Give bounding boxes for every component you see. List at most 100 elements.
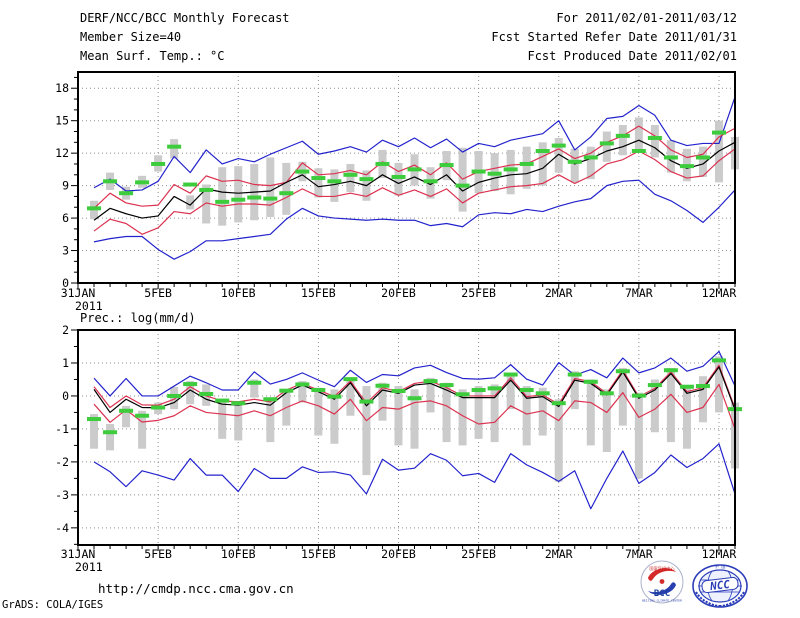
daily-observation-dash — [519, 388, 534, 393]
x-tick-label: 2MAR — [545, 286, 573, 300]
daily-range-bar — [490, 384, 499, 443]
y-tick-label: 9 — [62, 179, 69, 193]
daily-range-bar — [394, 162, 403, 196]
daily-range-bar — [186, 195, 195, 210]
daily-observation-dash — [503, 372, 518, 377]
chart-frame — [77, 329, 736, 546]
daily-observation-dash — [279, 388, 294, 393]
x-tick-label: 25FEB — [461, 547, 496, 561]
bcc-logo-label: BCC — [654, 589, 670, 599]
daily-range-bar — [602, 131, 611, 162]
daily-observation-dash — [151, 161, 166, 166]
daily-observation-dash — [663, 155, 678, 160]
daily-observation-dash — [599, 141, 614, 146]
daily-range-bar — [602, 389, 611, 453]
daily-range-bar — [634, 392, 643, 479]
daily-observation-dash — [135, 413, 150, 418]
daily-observation-dash — [199, 187, 214, 192]
daily-range-bar — [298, 381, 307, 403]
daily-observation-dash — [663, 368, 678, 373]
daily-range-bar — [138, 410, 147, 449]
daily-observation-dash — [615, 133, 630, 138]
daily-observation-dash — [215, 199, 230, 204]
daily-observation-dash — [407, 167, 422, 172]
daily-observation-dash — [695, 384, 710, 389]
daily-observation-dash — [183, 382, 198, 387]
daily-observation-dash — [343, 172, 358, 177]
bcc-logo: 国家气候中心 BCC BEIJING CLIMATE CENTER — [640, 560, 684, 604]
spread-lower — [93, 148, 736, 235]
daily-observation-dash — [343, 377, 358, 382]
x-tick-label: 20FEB — [381, 547, 416, 561]
ncc-logo: NCC 中 国 — [692, 563, 748, 608]
daily-range-bar — [650, 379, 659, 433]
daily-observation-dash — [583, 155, 598, 160]
daily-observation-dash — [295, 169, 310, 174]
daily-observation-dash — [119, 191, 134, 196]
daily-observation-dash — [551, 401, 566, 406]
y-tick-label: 18 — [55, 81, 69, 95]
y-tick-label: 12 — [55, 146, 69, 160]
daily-observation-dash — [439, 383, 454, 388]
ncc-logo-label: NCC — [708, 578, 731, 593]
daily-observation-dash — [455, 392, 470, 397]
x-tick-label: 31JAN — [61, 286, 96, 300]
daily-observation-dash — [231, 197, 246, 202]
daily-observation-dash — [535, 391, 550, 396]
daily-observation-dash — [423, 179, 438, 184]
bcc-blue-swirl — [648, 582, 676, 595]
daily-observation-dash — [375, 161, 390, 166]
daily-range-bar — [106, 423, 115, 451]
x-year-label: 2011 — [75, 560, 103, 574]
daily-range-bar — [234, 400, 243, 441]
daily-range-bar — [538, 142, 547, 186]
daily-observation-dash — [711, 358, 726, 363]
ensemble-min — [93, 179, 736, 260]
daily-range-bar — [682, 386, 691, 449]
daily-observation-dash — [135, 180, 150, 185]
y-tick-label: -4 — [55, 521, 69, 535]
daily-observation-dash — [423, 379, 438, 384]
daily-observation-dash — [375, 383, 390, 388]
daily-range-bar — [202, 184, 211, 224]
daily-observation-dash — [695, 155, 710, 160]
daily-observation-dash — [711, 130, 726, 135]
daily-range-bar — [618, 125, 627, 156]
daily-observation-dash — [647, 136, 662, 141]
daily-range-bar — [554, 399, 563, 482]
daily-observation-dash — [311, 176, 326, 181]
daily-range-bar — [314, 168, 323, 198]
x-tick-label: 10FEB — [221, 547, 256, 561]
daily-observation-dash — [215, 398, 230, 403]
member-size-label: Member Size=40 — [80, 30, 182, 44]
daily-observation-dash — [103, 430, 118, 435]
daily-observation-dash — [647, 383, 662, 388]
x-tick-label: 12MAR — [702, 547, 737, 561]
daily-range-bar — [570, 371, 579, 410]
daily-range-bar — [314, 387, 323, 436]
y-tick-label: -2 — [55, 455, 69, 469]
daily-observation-dash — [535, 148, 550, 153]
x-tick-label: 2MAR — [545, 547, 573, 561]
daily-observation-dash — [439, 163, 454, 168]
x-tick-label: 5FEB — [144, 286, 172, 300]
y-tick-label: 15 — [55, 114, 69, 128]
daily-observation-dash — [359, 177, 374, 182]
daily-observation-dash — [615, 369, 630, 374]
daily-observation-dash — [327, 394, 342, 399]
daily-observation-dash — [199, 391, 214, 396]
daily-observation-dash — [551, 143, 566, 148]
daily-range-bar — [698, 146, 707, 177]
daily-observation-dash — [679, 384, 694, 389]
y-tick-label: 0 — [62, 276, 69, 290]
daily-observation-dash — [151, 405, 166, 410]
x-tick-label: 20FEB — [381, 286, 416, 300]
x-tick-label: 15FEB — [301, 547, 336, 561]
daily-observation-dash — [631, 393, 646, 398]
daily-observation-dash — [231, 401, 246, 406]
daily-range-bar — [474, 386, 483, 439]
y-tick-label: 2 — [62, 323, 69, 337]
daily-range-bar — [522, 386, 531, 446]
daily-range-bar — [634, 117, 643, 150]
